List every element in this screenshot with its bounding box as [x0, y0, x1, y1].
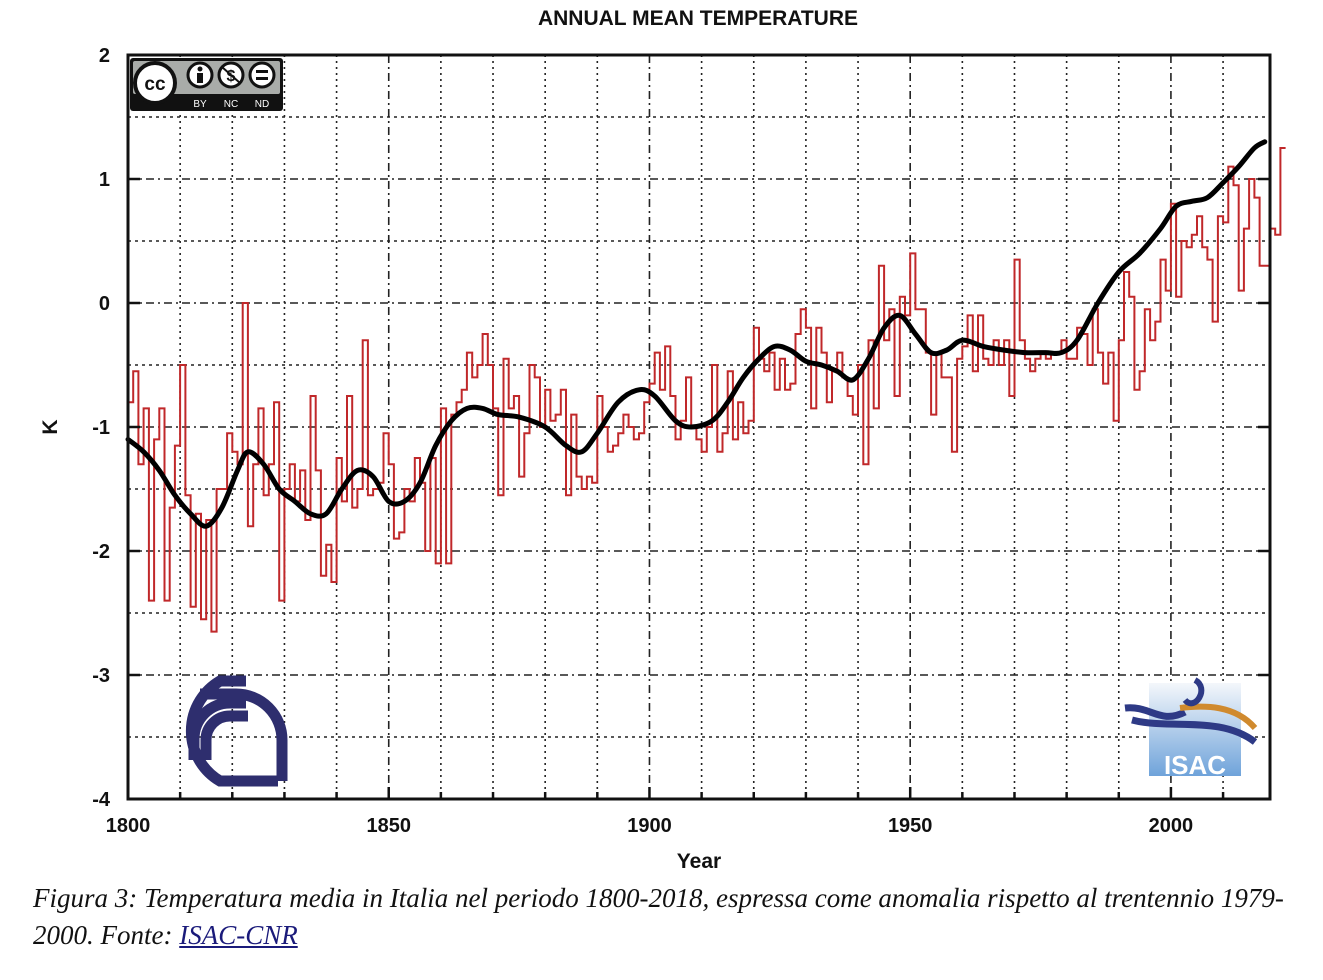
smoothed-series — [125, 139, 1268, 529]
cnr-logo — [185, 675, 288, 787]
source-link[interactable]: ISAC-CNR — [179, 920, 298, 950]
figure-caption: Figura 3: Temperatura media in Italia ne… — [33, 880, 1313, 954]
x-tick-label: 1950 — [888, 815, 933, 837]
x-axis-label: Year — [677, 850, 721, 873]
caption-text: Figura 3: Temperatura media in Italia ne… — [33, 883, 1284, 950]
y-tick-label: -1 — [92, 417, 110, 439]
svg-text:NC: NC — [224, 99, 238, 110]
y-tick-label: 1 — [99, 169, 110, 191]
y-tick-label: -4 — [92, 789, 111, 811]
svg-text:ND: ND — [255, 99, 269, 110]
isac-logo: ISAC — [1124, 677, 1258, 780]
cc-icon — [133, 61, 177, 105]
x-tick-label: 1800 — [106, 815, 151, 837]
grid — [128, 55, 1270, 799]
smoothed-curve — [125, 139, 1268, 529]
y-tick-label: 2 — [99, 45, 110, 67]
svg-text:$: $ — [227, 68, 236, 85]
nd-icon — [248, 61, 276, 89]
y-tick-label: 0 — [99, 293, 110, 315]
y-tick-label: -2 — [92, 541, 110, 563]
y-axis-label: K — [39, 419, 62, 434]
annual-step-line — [128, 147, 1286, 633]
x-tick-label: 1900 — [627, 815, 672, 837]
annual-series — [128, 147, 1286, 633]
x-tick-label: 2000 — [1149, 815, 1194, 837]
chart-title: ANNUAL MEAN TEMPERATURE — [538, 7, 858, 30]
cc-by-nc-nd-icon: cc $ BY NC ND — [130, 58, 283, 111]
svg-text:BY: BY — [193, 99, 207, 110]
x-tick-label: 1850 — [366, 815, 411, 837]
svg-text:ISAC: ISAC — [1164, 750, 1226, 780]
y-axis-ticks: 2 1 0 -1 -2 -3 -4 — [92, 45, 1270, 811]
chart: ANNUAL MEAN TEMPERATURE 2 1 0 -1 -2 -3 -4 1800… — [39, 7, 1286, 873]
y-tick-label: -3 — [92, 665, 110, 687]
svg-text:cc: cc — [144, 74, 166, 95]
x-axis-ticks: 1800 1850 1900 1950 2000 — [106, 787, 1225, 837]
